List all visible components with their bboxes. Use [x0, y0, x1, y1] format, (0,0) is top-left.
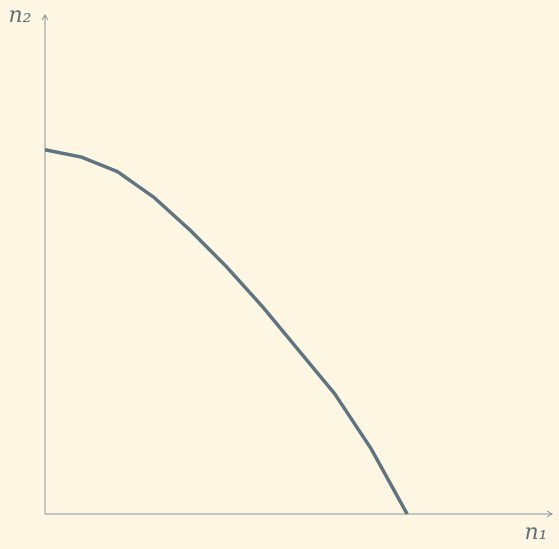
curve [44, 148, 409, 515]
y-axis-arrow [41, 14, 49, 21]
x-axis-arrow [546, 510, 553, 518]
y-axis-label: n₂ [9, 3, 32, 28]
x-axis-label: n₁ [525, 520, 548, 545]
